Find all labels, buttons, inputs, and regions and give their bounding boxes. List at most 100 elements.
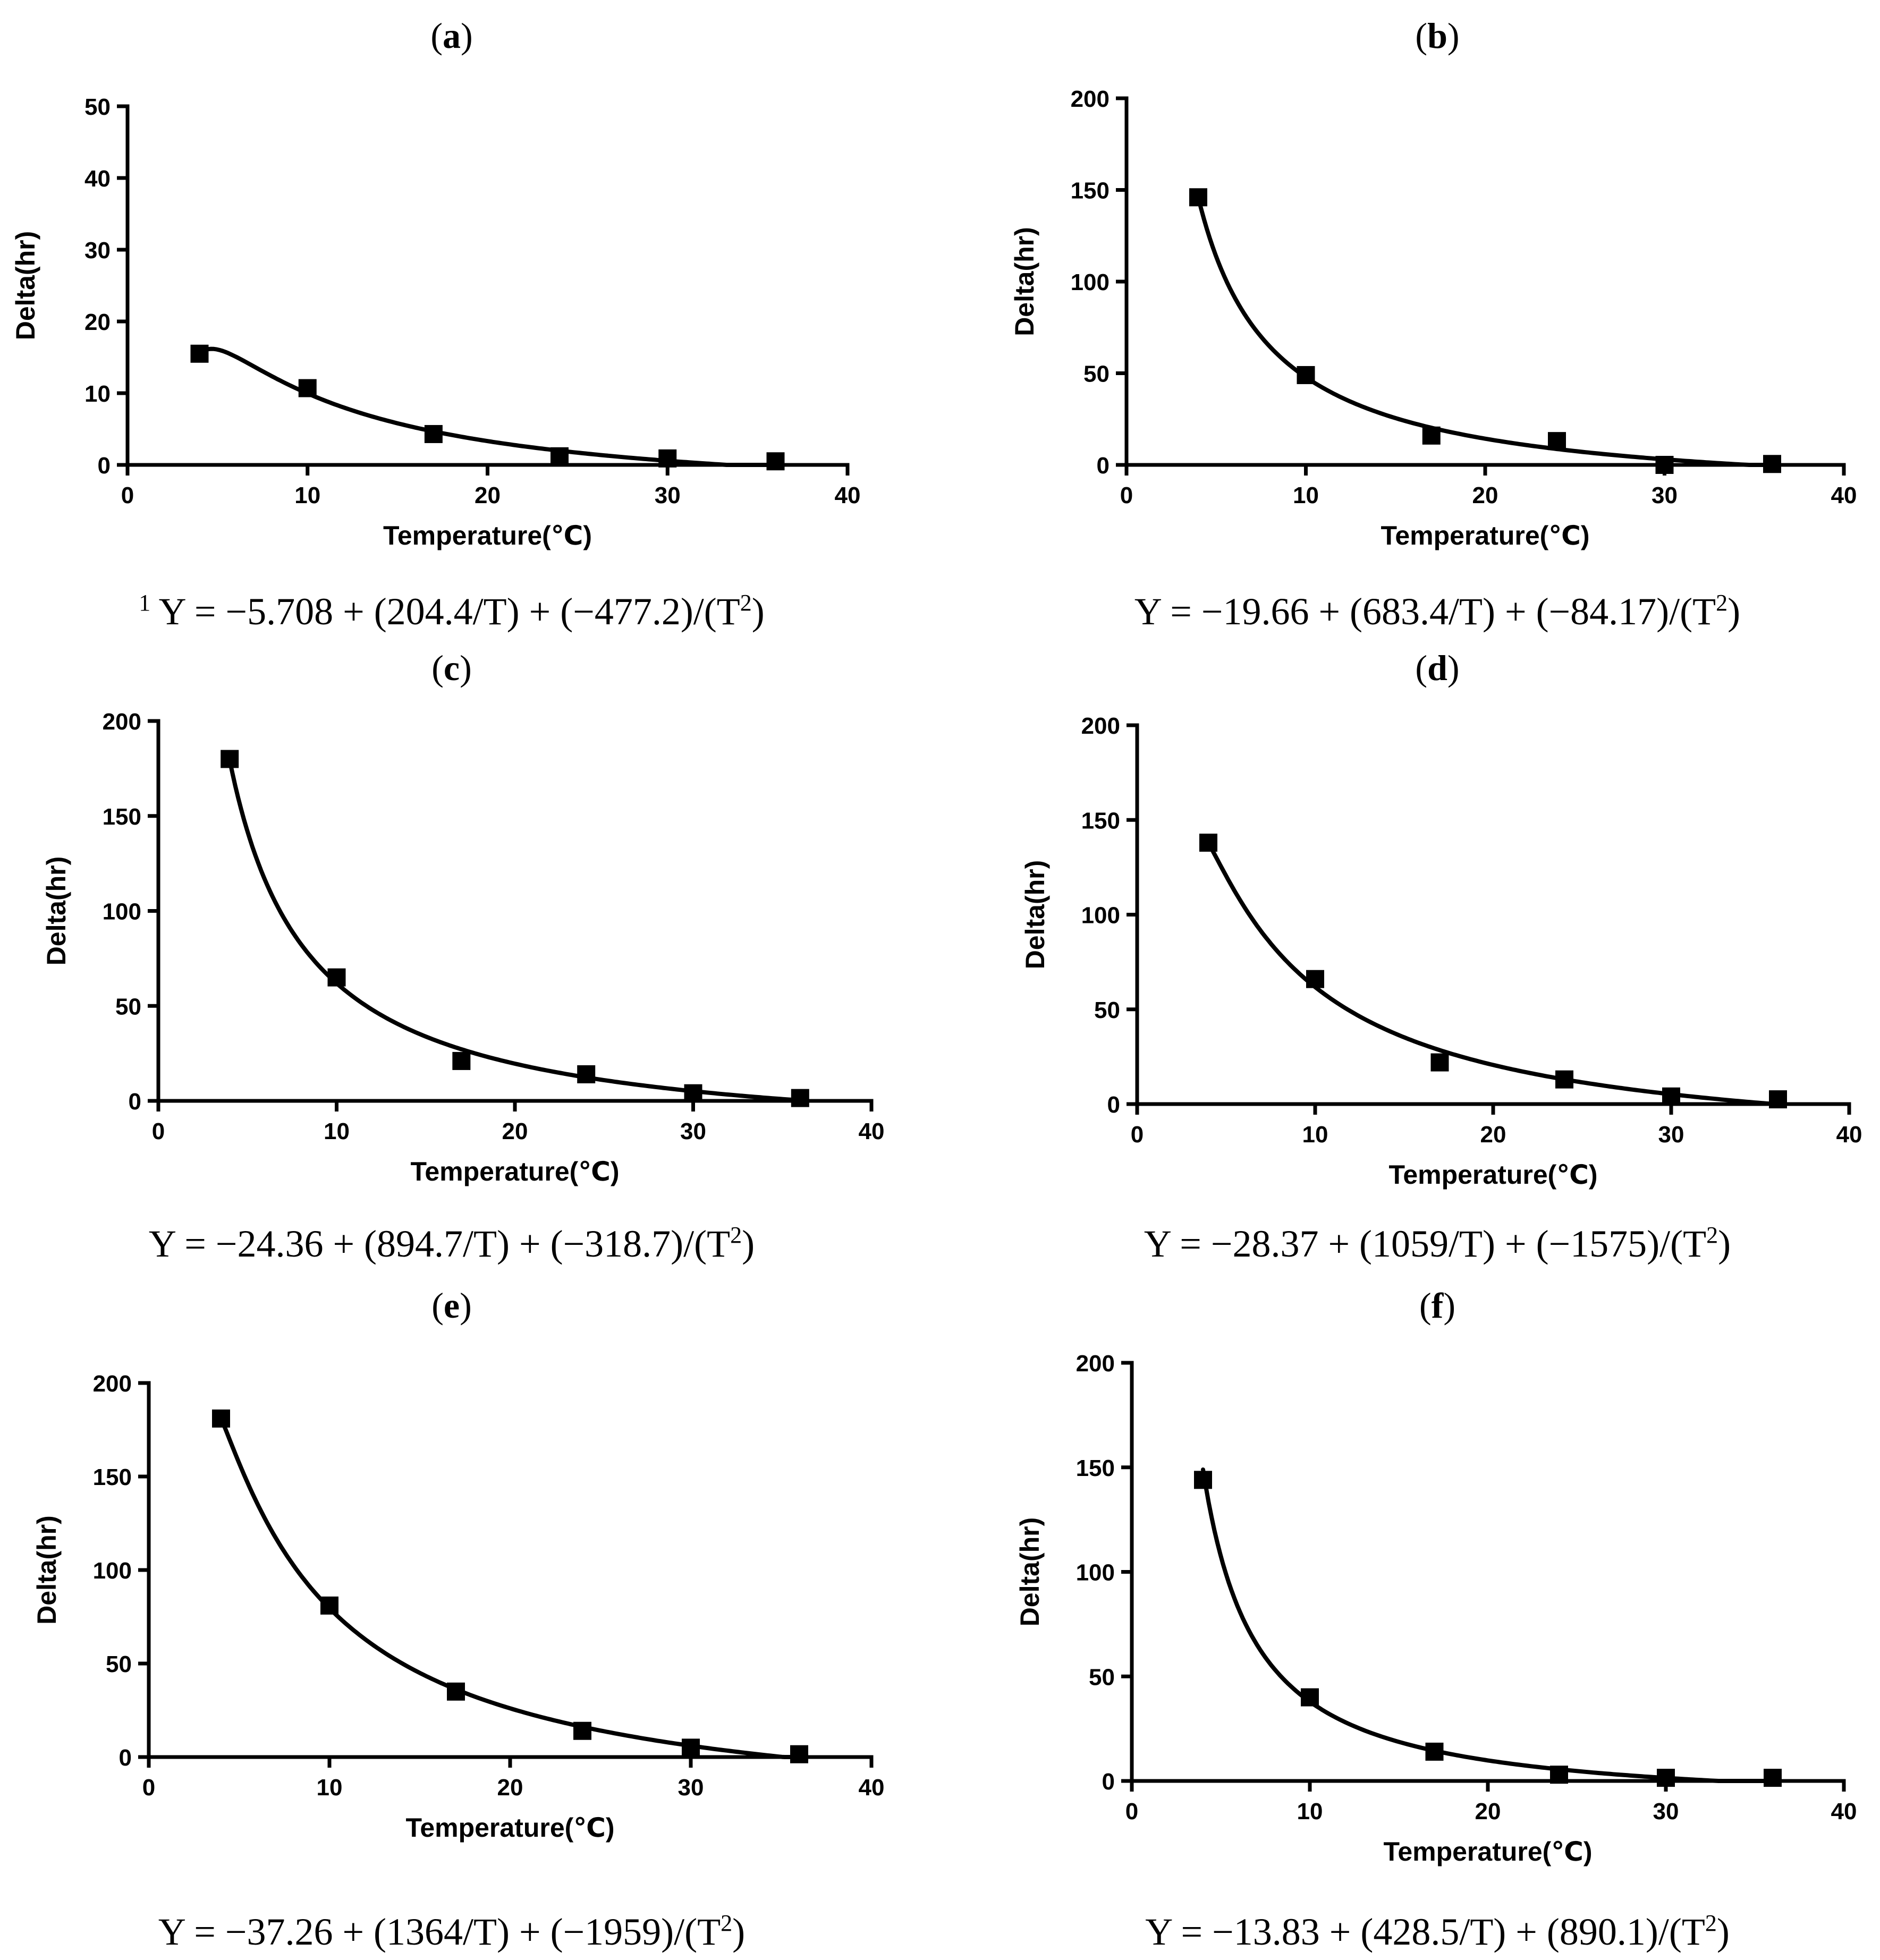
data-point-marker [447, 1682, 465, 1701]
data-point-marker [766, 452, 785, 471]
y-tick-label: 50 [106, 1651, 132, 1677]
equation-close: ) [732, 1911, 745, 1953]
chart-panel-b: (b) 0 10 20 30 40 0 50 100 150 200 Temperature(℃) De… [1010, 15, 1857, 633]
y-tick-label: 100 [1081, 903, 1120, 929]
data-point-marker [1764, 1769, 1782, 1787]
panel-label-close: ) [1443, 1285, 1455, 1326]
equation-body: Y = −24.36 + (894.7/T) + (−318.7)/(T [149, 1223, 730, 1265]
y-tick-label: 0 [1097, 453, 1110, 479]
x-tick-label: 40 [859, 1775, 885, 1801]
x-tick-label: 10 [1297, 1798, 1323, 1825]
panel-label-close: ) [460, 648, 472, 688]
x-axis-title: Temperature(℃) [405, 1813, 614, 1843]
data-point-marker [1199, 834, 1217, 852]
y-tick-label: 50 [1083, 361, 1110, 387]
equation-exponent: 2 [1716, 590, 1727, 616]
chart-panel-a: (a) 0 10 20 30 40 0 10 20 30 40 50 Temperature(℃) Del… [11, 15, 860, 633]
y-tick-label: 0 [98, 453, 111, 479]
y-tick-label: 200 [1076, 1351, 1115, 1377]
y-axis-title: Delta(hr) [41, 856, 71, 966]
y-tick-label: 50 [1094, 997, 1120, 1023]
y-tick-label: 150 [1081, 808, 1120, 834]
data-point-marker [577, 1065, 596, 1083]
panel-label-open: ( [1419, 1285, 1432, 1326]
x-tick-label: 10 [1302, 1122, 1328, 1148]
chart-panel-d: (d) 0 10 20 30 40 0 50 100 150 200 Temperature(℃) De… [1020, 648, 1862, 1265]
panel-label: (c) [431, 648, 472, 688]
x-tick-label: 0 [142, 1775, 155, 1801]
panel-label-open: ( [431, 1285, 444, 1326]
fit-equation: Y = −28.37 + (1059/T) + (−1575)/(T2) [1144, 1222, 1731, 1265]
panel-label: (e) [431, 1285, 472, 1326]
data-point-marker [658, 449, 677, 468]
y-axis-title: Delta(hr) [1015, 1517, 1045, 1627]
panel-label-close: ) [1447, 15, 1460, 56]
data-point-marker [791, 1089, 809, 1107]
data-point-marker [684, 1084, 702, 1102]
y-tick-label: 50 [84, 94, 111, 120]
equation-footnote-mark: 1 [139, 590, 150, 616]
data-point-marker [682, 1738, 700, 1757]
data-point-marker [1301, 1688, 1319, 1707]
equation-close: ) [1717, 1911, 1730, 1953]
fitted-curve-line [1196, 195, 1774, 467]
fitted-curve-line [1206, 841, 1780, 1106]
y-tick-label: 100 [1071, 269, 1110, 295]
data-point-marker [790, 1745, 808, 1763]
x-tick-label: 30 [1652, 482, 1678, 508]
data-point-marker [1430, 1053, 1449, 1072]
x-tick-label: 40 [1836, 1122, 1862, 1148]
y-tick-label: 100 [1076, 1560, 1115, 1586]
panel-label-letter: e [444, 1285, 460, 1326]
x-axis-title: Temperature(℃) [410, 1157, 619, 1186]
y-tick-label: 150 [103, 804, 141, 830]
panel-label-letter: a [443, 15, 461, 56]
data-point-marker [221, 750, 239, 768]
x-tick-label: 30 [1653, 1798, 1679, 1825]
panel-label-letter: f [1432, 1285, 1444, 1326]
equation-body: Y = −13.83 + (428.5/T) + (890.1)/(T [1145, 1911, 1705, 1953]
panel-label: (b) [1415, 15, 1459, 56]
data-point-marker [1306, 970, 1324, 988]
y-tick-label: 150 [1071, 178, 1110, 204]
y-axis-title: Delta(hr) [1020, 860, 1050, 970]
x-tick-label: 30 [655, 482, 681, 508]
equation-exponent: 2 [730, 1222, 742, 1248]
data-point-marker [551, 447, 569, 465]
y-tick-label: 40 [84, 166, 111, 192]
panel-label: (a) [430, 15, 472, 56]
x-axis-title: Temperature(℃) [1388, 1160, 1597, 1190]
y-tick-label: 0 [1107, 1092, 1120, 1118]
fit-equation: Y = −19.66 + (683.4/T) + (−84.17)/(T2) [1134, 590, 1740, 633]
panel-label-open: ( [431, 648, 444, 688]
fitted-curve-line [219, 1415, 801, 1759]
x-tick-label: 20 [502, 1118, 528, 1144]
y-axis-title: Delta(hr) [32, 1515, 62, 1625]
x-tick-label: 40 [1831, 482, 1857, 508]
equation-exponent: 2 [1705, 1910, 1717, 1936]
x-tick-label: 0 [1131, 1122, 1144, 1148]
x-tick-label: 20 [1475, 1798, 1501, 1825]
panel-label-letter: b [1427, 15, 1447, 56]
y-tick-label: 150 [93, 1464, 132, 1490]
y-tick-label: 200 [103, 709, 141, 735]
y-tick-label: 100 [103, 899, 141, 925]
chart-panel-f: (f) 0 10 20 30 40 0 50 100 150 200 Temperature(℃) De… [1015, 1285, 1857, 1953]
data-point-marker [212, 1409, 230, 1428]
x-axis-title: Temperature(℃) [1383, 1837, 1592, 1866]
x-tick-label: 0 [1125, 1798, 1138, 1825]
equation-exponent: 2 [1706, 1222, 1718, 1248]
x-tick-label: 10 [317, 1775, 343, 1801]
y-tick-label: 50 [1089, 1664, 1115, 1690]
panel-label-open: ( [1415, 15, 1427, 56]
y-axis-title: Delta(hr) [1010, 227, 1039, 336]
fitted-curve-line [227, 758, 802, 1103]
y-tick-label: 200 [93, 1371, 132, 1397]
chart-panel-c: (c) 0 10 20 30 40 0 50 100 150 200 Temperature(℃) De… [41, 648, 884, 1265]
data-point-marker [1763, 455, 1781, 473]
panel-label-close: ) [461, 15, 473, 56]
data-point-marker [298, 379, 317, 397]
data-point-marker [190, 344, 209, 363]
y-tick-label: 10 [84, 381, 111, 407]
equation-close: ) [1718, 1223, 1731, 1265]
